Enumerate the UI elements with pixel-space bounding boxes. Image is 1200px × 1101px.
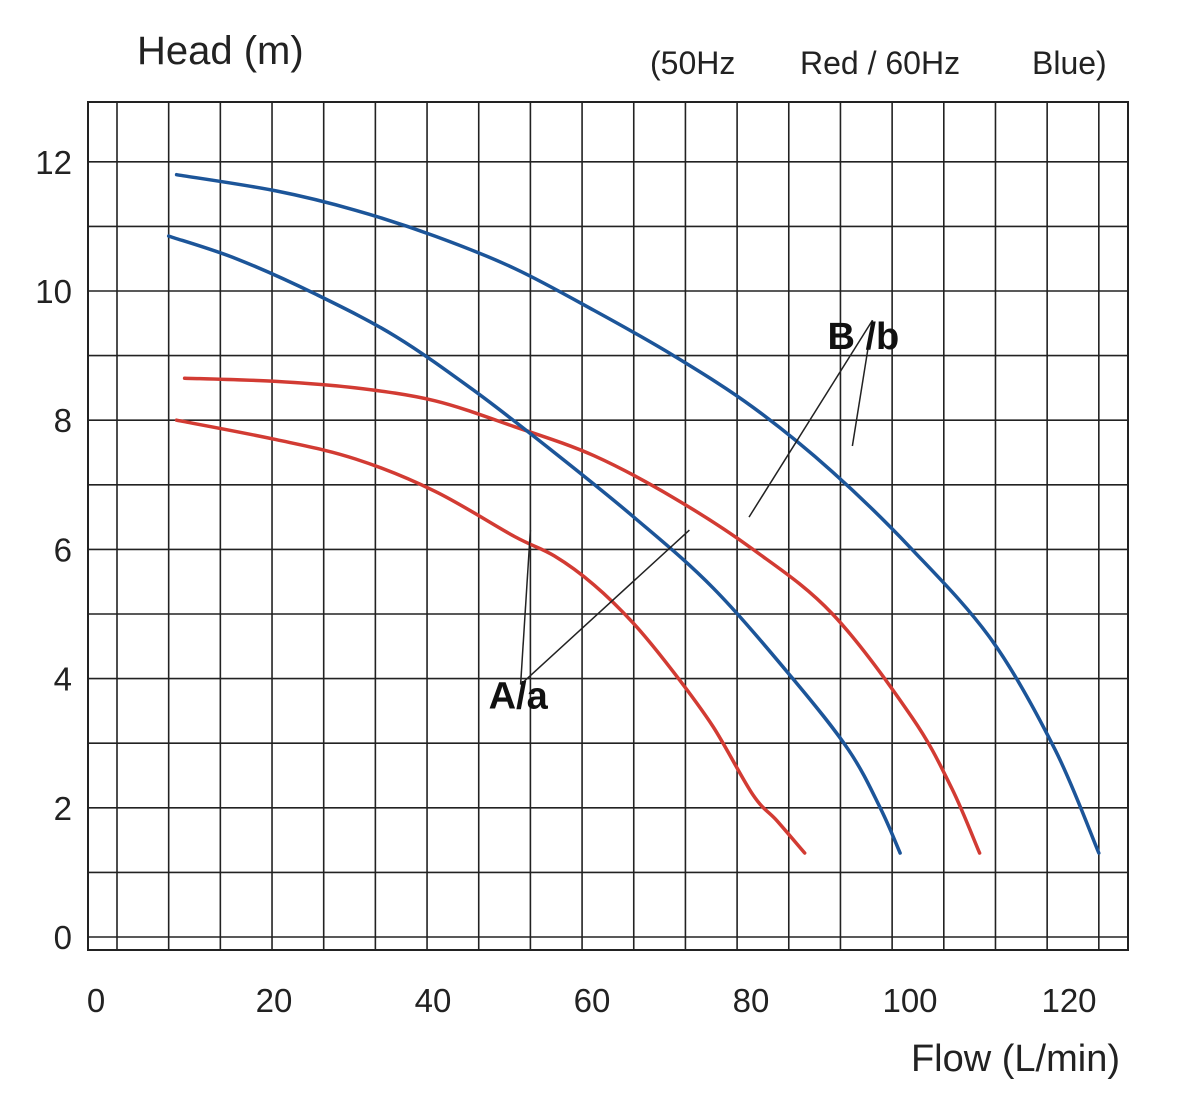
callout-leader-line	[519, 529, 532, 685]
legend-part-50hz: (50Hz	[650, 45, 735, 81]
x-tick-label: 60	[574, 982, 611, 1019]
callout-leader-line	[520, 529, 690, 686]
y-tick-label: 2	[54, 790, 72, 827]
x-tick-label: 20	[256, 982, 293, 1019]
callout-label: B /b	[828, 316, 900, 358]
y-tick-label: 0	[54, 919, 72, 956]
series-line-red-1	[174, 418, 807, 855]
series-group	[166, 172, 1101, 855]
x-axis-title: Flow (L/min)	[911, 1038, 1120, 1080]
x-tick-label: 80	[733, 982, 770, 1019]
y-tick-label: 6	[54, 531, 72, 568]
x-tick-label: 120	[1041, 982, 1096, 1019]
callout-leader-line	[748, 319, 874, 518]
x-tick-label: 100	[882, 982, 937, 1019]
y-tick-label: 12	[35, 144, 72, 181]
y-tick-label: 4	[54, 661, 72, 698]
x-tick-label: 0	[87, 982, 105, 1019]
callout-label: A/a	[489, 676, 549, 718]
series-line-blue-3	[166, 234, 902, 855]
callouts: A/a B /b	[489, 316, 900, 717]
plot-frame	[87, 101, 1129, 951]
x-tick-label: 40	[415, 982, 452, 1019]
y-tick-label: 8	[54, 402, 72, 439]
grid	[87, 101, 1129, 951]
y-tick-label: 10	[35, 273, 72, 310]
y-axis-title: Head (m)	[137, 29, 304, 73]
legend-part-blue: Blue)	[1032, 45, 1107, 81]
callout-leader-line	[851, 320, 874, 447]
series-line-red-2	[182, 376, 982, 855]
legend-part-red-60hz: Red / 60Hz	[800, 45, 960, 81]
series-line-blue-4	[174, 172, 1101, 855]
